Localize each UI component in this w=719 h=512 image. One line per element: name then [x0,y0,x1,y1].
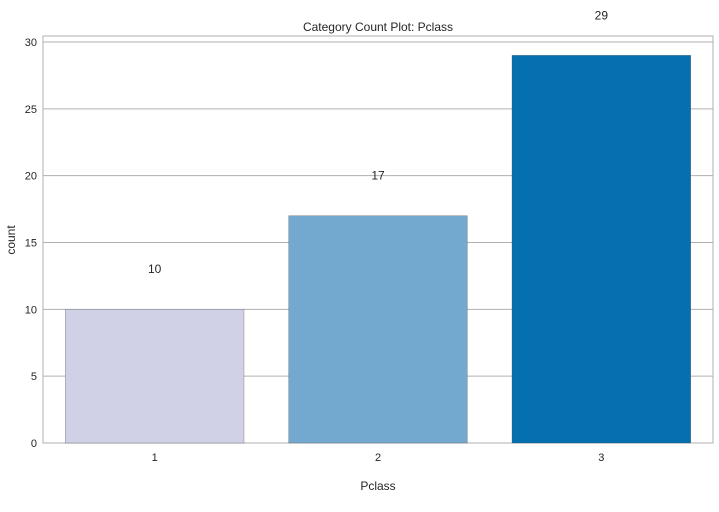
x-axis-label: Pclass [360,479,395,493]
x-tick-label: 2 [375,452,381,464]
bar-1 [65,309,245,444]
bar-3 [511,55,691,444]
data-label: 17 [371,169,385,183]
x-tick-label: 1 [152,452,158,464]
data-label: 29 [595,8,609,22]
bars [65,55,691,444]
y-tick-labels: 0 5 10 15 20 25 30 [25,37,37,450]
y-tick-label: 0 [31,438,37,450]
y-tick-label: 20 [25,171,37,183]
y-tick-label: 5 [31,371,37,383]
y-tick-label: 25 [25,104,37,116]
y-axis-label: count [4,225,18,255]
data-labels: 10 17 29 [148,8,608,276]
x-tick-label: 3 [598,452,604,464]
y-tick-label: 10 [25,304,37,316]
y-tick-label: 30 [25,37,37,49]
data-label: 10 [148,262,162,276]
chart-title: Category Count Plot: Pclass [303,20,453,34]
x-tick-labels: 1 2 3 [152,452,605,464]
y-tick-label: 15 [25,238,37,250]
bar-2 [288,215,468,444]
